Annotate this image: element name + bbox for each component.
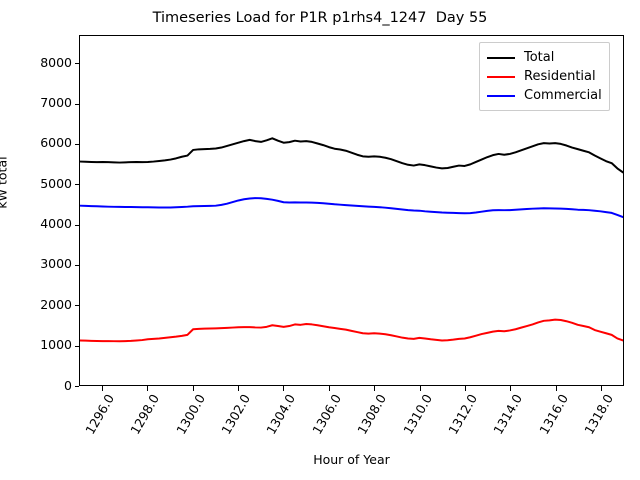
- x-tick-mark: [192, 386, 194, 391]
- y-tick-mark: [74, 224, 79, 226]
- x-tick-mark: [237, 386, 239, 391]
- y-tick-label: 3000: [40, 256, 72, 272]
- y-tick-mark: [74, 184, 79, 186]
- y-tick-label: 4000: [40, 216, 72, 232]
- y-tick-mark: [74, 63, 79, 65]
- x-tick-mark: [555, 386, 557, 391]
- legend-item-residential[interactable]: Residential: [487, 67, 602, 86]
- legend-swatch-commercial-icon: [487, 94, 515, 97]
- x-axis-label: Hour of Year: [313, 452, 390, 467]
- chart-title: Timeseries Load for P1R p1rhs4_1247 Day …: [152, 10, 488, 26]
- x-tick-mark: [510, 386, 512, 391]
- y-axis-tick-marks: [72, 35, 79, 387]
- x-tick-label: 1304.0: [263, 391, 299, 437]
- y-tick-label: 1000: [40, 337, 72, 353]
- y-tick-label: 8000: [40, 54, 72, 70]
- legend-label: Total: [524, 50, 555, 65]
- x-tick-label: 1306.0: [309, 391, 344, 437]
- y-tick-mark: [74, 386, 79, 387]
- x-tick-label: 1300.0: [172, 391, 208, 437]
- legend-swatch-total-icon: [487, 56, 515, 59]
- x-tick-mark: [328, 386, 330, 391]
- x-tick-label: 1314.0: [490, 391, 526, 437]
- y-tick-mark: [74, 345, 79, 347]
- plot-lines: [80, 137, 623, 343]
- y-tick-label: 0: [64, 377, 72, 393]
- legend-label: Commercial: [524, 88, 602, 103]
- x-axis-tick-marks: [79, 386, 624, 392]
- x-tick-mark: [101, 386, 103, 391]
- chart-legend: Total Residential Commercial: [479, 42, 610, 111]
- series-line-total: [80, 137, 623, 174]
- series-line-residential: [80, 318, 623, 343]
- x-tick-mark: [601, 386, 603, 391]
- y-tick-mark: [74, 103, 79, 105]
- legend-swatch-residential-icon: [487, 75, 515, 78]
- legend-label: Residential: [524, 69, 596, 84]
- x-tick-label: 1296.0: [81, 391, 117, 437]
- x-tick-label: 1298.0: [127, 391, 163, 437]
- x-tick-label: 1316.0: [536, 391, 571, 437]
- y-tick-mark: [74, 143, 79, 145]
- x-tick-mark: [283, 386, 285, 391]
- y-tick-label: 5000: [40, 175, 72, 191]
- y-tick-label: 2000: [40, 296, 72, 312]
- x-tick-label: 1318.0: [581, 391, 617, 437]
- x-tick-label: 1308.0: [354, 391, 390, 437]
- x-tick-label: 1312.0: [445, 391, 481, 437]
- y-axis-tick-labels: 0 1000 2000 3000 4000 5000 6000 7000 8000: [0, 35, 72, 391]
- legend-item-total[interactable]: Total: [487, 48, 602, 67]
- x-tick-mark: [419, 386, 421, 391]
- y-tick-mark: [74, 305, 79, 307]
- x-tick-mark: [465, 386, 467, 391]
- y-tick-label: 7000: [40, 95, 72, 111]
- y-axis-label: kW total: [0, 156, 10, 209]
- x-tick-mark: [147, 386, 149, 391]
- x-tick-mark: [374, 386, 376, 391]
- series-line-commercial: [80, 197, 623, 219]
- y-tick-mark: [74, 264, 79, 266]
- x-tick-label: 1310.0: [399, 391, 435, 437]
- y-tick-label: 6000: [40, 135, 72, 151]
- x-tick-label: 1302.0: [218, 391, 254, 437]
- legend-item-commercial[interactable]: Commercial: [487, 86, 602, 105]
